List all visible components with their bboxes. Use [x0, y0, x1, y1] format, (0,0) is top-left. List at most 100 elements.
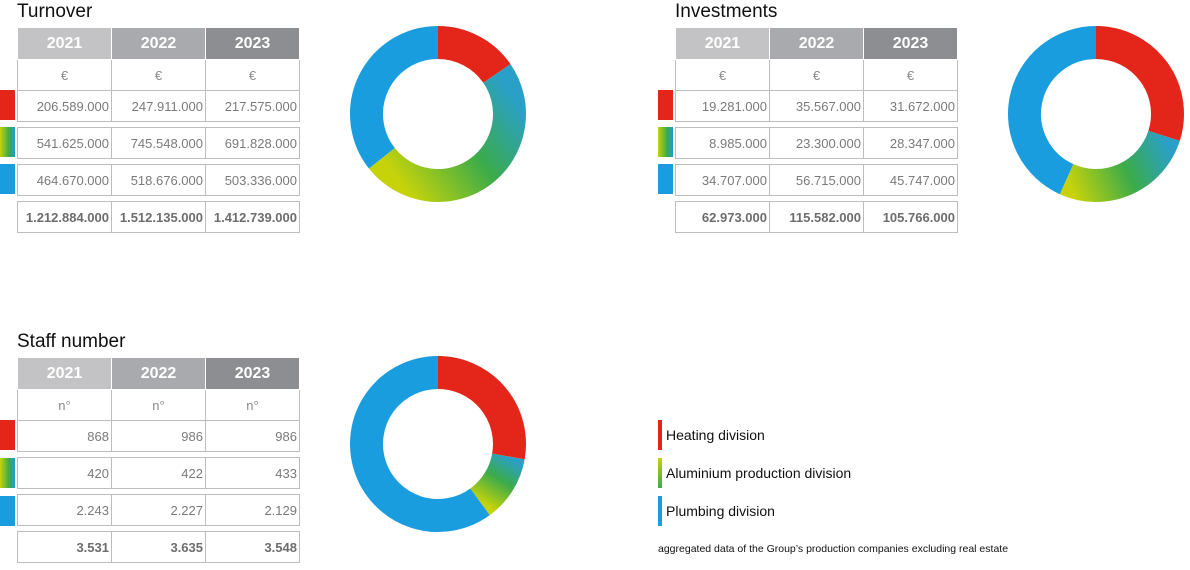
legend-color-bar [658, 420, 662, 450]
turnover-unit-row: € € € [17, 59, 300, 91]
unit-cell: n° [17, 389, 112, 421]
unit-cell: € [111, 59, 206, 91]
total-cell: 1.212.884.000 [17, 201, 112, 233]
value-cell: 420 [17, 457, 112, 489]
total-cell: 1.512.135.000 [111, 201, 206, 233]
turnover-title: Turnover [17, 1, 93, 22]
slice-aluminium [469, 452, 525, 516]
value-cell: 247.911.000 [111, 90, 206, 122]
staff-row-plumbing: 2.243 2.227 2.129 [17, 494, 300, 526]
value-cell: 541.625.000 [17, 127, 112, 159]
total-cell: 105.766.000 [863, 201, 958, 233]
value-cell: 2.129 [205, 494, 300, 526]
value-cell: 745.548.000 [111, 127, 206, 159]
value-cell: 23.300.000 [769, 127, 864, 159]
investments-row-plumbing: 34.707.000 56.715.000 45.747.000 [675, 164, 958, 196]
legend-label: Plumbing division [666, 503, 775, 519]
turnover-row-plumbing: 464.670.000 518.676.000 503.336.000 [17, 164, 300, 196]
staff-table: 2021 2022 2023 n° n° n° 868 986 986 420 … [17, 357, 300, 563]
turnover-total-row: 1.212.884.000 1.512.135.000 1.412.739.00… [17, 201, 300, 233]
total-cell: 62.973.000 [675, 201, 770, 233]
value-cell: 35.567.000 [769, 90, 864, 122]
plumbing-swatch [0, 164, 15, 194]
value-cell: 8.985.000 [675, 127, 770, 159]
aluminium-swatch [0, 127, 15, 157]
year-2022: 2022 [111, 357, 206, 390]
staff-row-heating: 868 986 986 [17, 420, 300, 452]
legend-color-bar [658, 458, 662, 488]
value-cell: 2.243 [17, 494, 112, 526]
plumbing-swatch [0, 496, 15, 526]
footnote: aggregated data of the Group’s productio… [658, 543, 1009, 555]
year-2021: 2021 [675, 27, 770, 60]
total-cell: 3.531 [17, 531, 112, 563]
staff-row-aluminium: 420 422 433 [17, 457, 300, 489]
value-cell: 986 [111, 420, 206, 452]
year-2021: 2021 [17, 27, 112, 60]
heating-swatch [0, 420, 15, 450]
value-cell: 56.715.000 [769, 164, 864, 196]
turnover-table: 2021 2022 2023 € € € 206.589.000 247.911… [17, 27, 300, 233]
year-2023: 2023 [205, 27, 300, 60]
investments-row-aluminium: 8.985.000 23.300.000 28.347.000 [675, 127, 958, 159]
value-cell: 28.347.000 [863, 127, 958, 159]
value-cell: 2.227 [111, 494, 206, 526]
slice-heating [437, 26, 511, 84]
slice-plumbing [1008, 26, 1097, 195]
unit-cell: n° [205, 389, 300, 421]
unit-cell: € [863, 59, 958, 91]
year-2022: 2022 [769, 27, 864, 60]
investments-unit-row: € € € [675, 59, 958, 91]
staff-year-header: 2021 2022 2023 [17, 357, 300, 390]
total-cell: 3.635 [111, 531, 206, 563]
plumbing-swatch [658, 164, 673, 194]
slice-aluminium [368, 64, 526, 202]
unit-cell: € [17, 59, 112, 91]
slice-aluminium [1059, 130, 1180, 202]
unit-cell: n° [111, 389, 206, 421]
legend-color-bar [658, 496, 662, 526]
staff-unit-row: n° n° n° [17, 389, 300, 421]
value-cell: 518.676.000 [111, 164, 206, 196]
turnover-year-header: 2021 2022 2023 [17, 27, 300, 60]
investments-year-header: 2021 2022 2023 [675, 27, 958, 60]
aluminium-swatch [658, 127, 673, 157]
total-cell: 1.412.739.000 [205, 201, 300, 233]
total-cell: 3.548 [205, 531, 300, 563]
total-cell: 115.582.000 [769, 201, 864, 233]
turnover-row-heating: 206.589.000 247.911.000 217.575.000 [17, 90, 300, 122]
value-cell: 19.281.000 [675, 90, 770, 122]
investments-title: Investments [675, 1, 778, 22]
legend-label: Aluminium production division [666, 465, 852, 481]
value-cell: 206.589.000 [17, 90, 112, 122]
value-cell: 691.828.000 [205, 127, 300, 159]
year-2023: 2023 [863, 27, 958, 60]
heating-swatch [658, 90, 673, 120]
investments-total-row: 62.973.000 115.582.000 105.766.000 [675, 201, 958, 233]
unit-cell: € [205, 59, 300, 91]
slice-plumbing [350, 26, 439, 169]
aluminium-swatch [0, 458, 15, 488]
legend-label: Heating division [666, 427, 765, 443]
investments-table: 2021 2022 2023 € € € 19.281.000 35.567.0… [675, 27, 958, 233]
investments-row-heating: 19.281.000 35.567.000 31.672.000 [675, 90, 958, 122]
staff-total-row: 3.531 3.635 3.548 [17, 531, 300, 563]
value-cell: 986 [205, 420, 300, 452]
slice-heating [437, 356, 526, 460]
heating-swatch [0, 90, 15, 120]
value-cell: 503.336.000 [205, 164, 300, 196]
year-2023: 2023 [205, 357, 300, 390]
value-cell: 422 [111, 457, 206, 489]
value-cell: 868 [17, 420, 112, 452]
value-cell: 217.575.000 [205, 90, 300, 122]
value-cell: 464.670.000 [17, 164, 112, 196]
slice-heating [1095, 26, 1184, 141]
unit-cell: € [769, 59, 864, 91]
value-cell: 433 [205, 457, 300, 489]
turnover-row-aluminium: 541.625.000 745.548.000 691.828.000 [17, 127, 300, 159]
year-2021: 2021 [17, 357, 112, 390]
slice-plumbing [350, 356, 490, 532]
value-cell: 34.707.000 [675, 164, 770, 196]
value-cell: 31.672.000 [863, 90, 958, 122]
value-cell: 45.747.000 [863, 164, 958, 196]
